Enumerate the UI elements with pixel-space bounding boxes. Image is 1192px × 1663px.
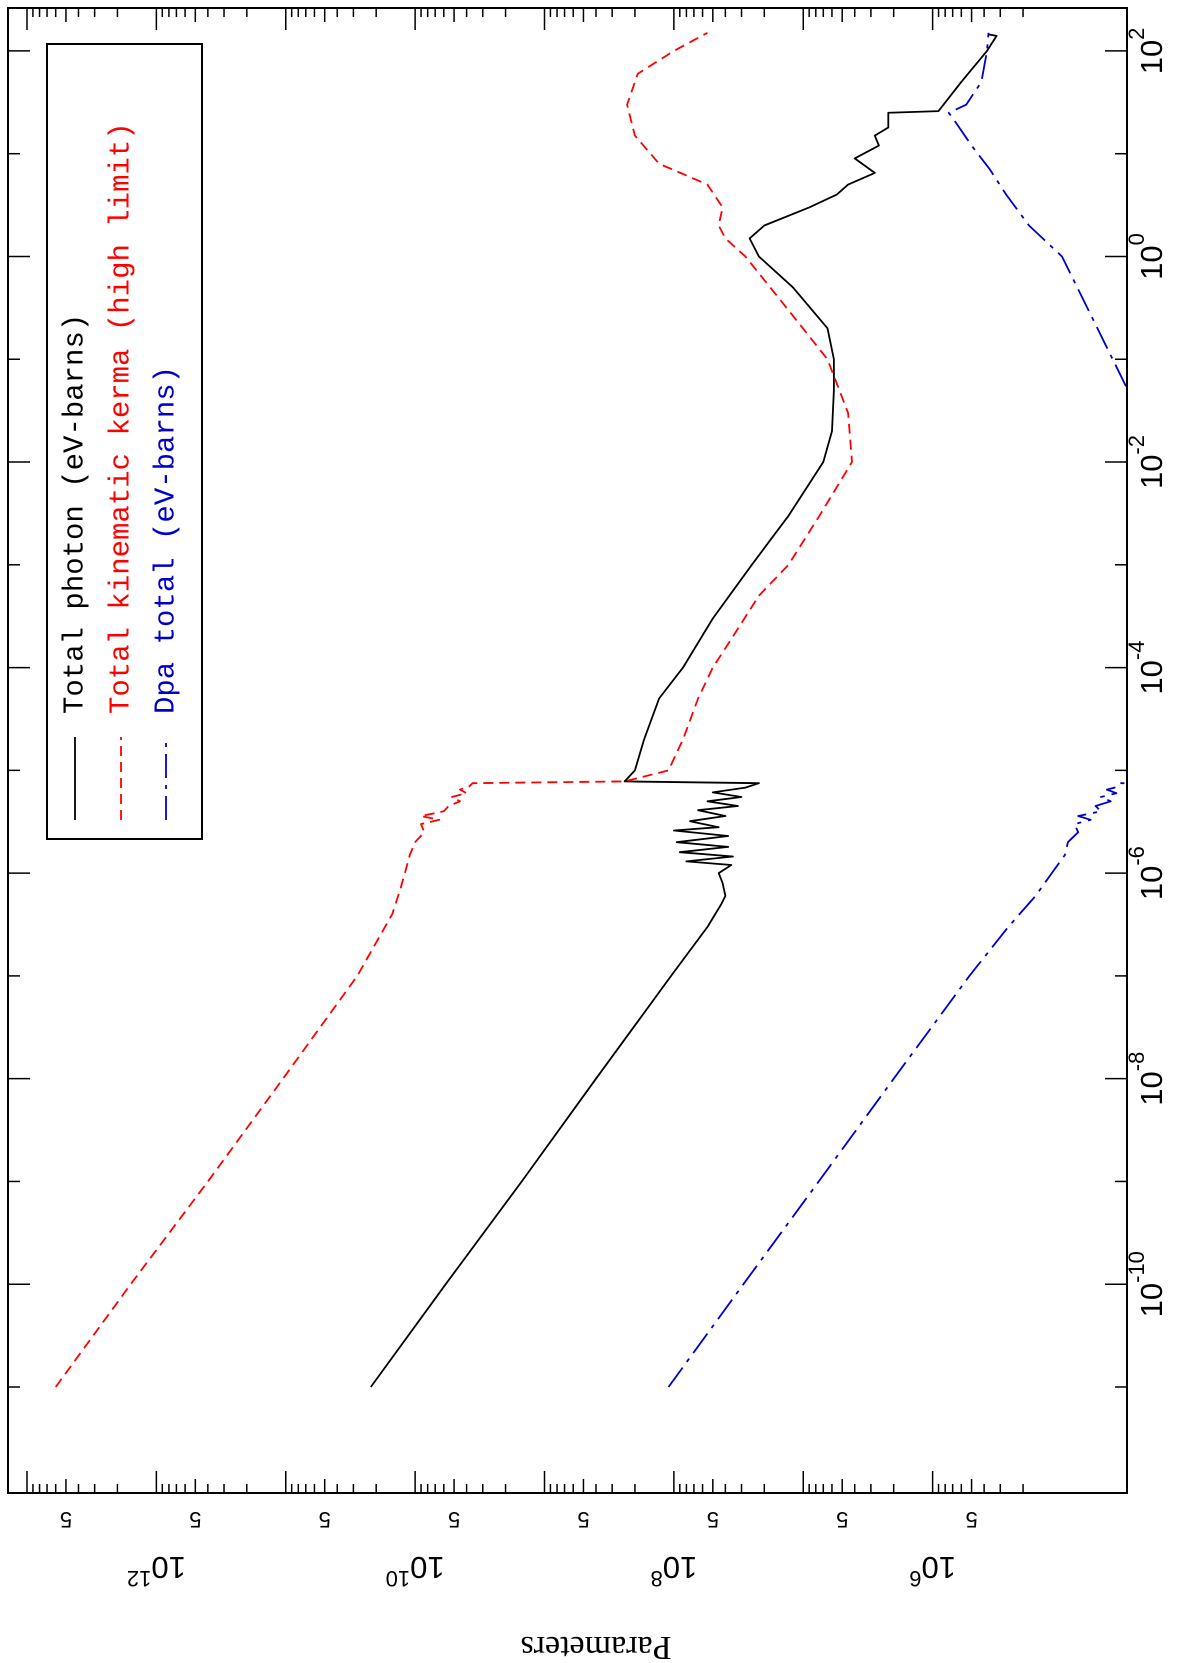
y-tick-label: 106 xyxy=(909,1550,956,1591)
svg-text:10-8: 10-8 xyxy=(1124,1052,1169,1106)
y-minor-label: 5 xyxy=(577,1507,589,1532)
svg-text:100: 100 xyxy=(1124,233,1169,280)
x-tick-label: 10-10 xyxy=(1124,1251,1169,1317)
y-minor-label: 5 xyxy=(448,1507,460,1532)
plot-area xyxy=(54,32,1127,1388)
series-line-0 xyxy=(370,33,998,1388)
axis-ticks xyxy=(8,8,1127,1493)
x-tick-label: 10-2 xyxy=(1124,435,1169,489)
svg-text:10-6: 10-6 xyxy=(1124,846,1169,900)
y-tick-label: 108 xyxy=(651,1550,698,1591)
y-minor-label: 5 xyxy=(60,1507,72,1532)
legend: Total photon (eV-barns) Total kinematic k… xyxy=(46,43,203,840)
svg-text:1012: 1012 xyxy=(127,1550,186,1591)
svg-text:10-2: 10-2 xyxy=(1124,435,1169,489)
legend-item-photon: Total photon (eV-barns) xyxy=(59,314,92,714)
svg-text:10-4: 10-4 xyxy=(1124,641,1169,695)
y-minor-label: 5 xyxy=(836,1507,848,1532)
series-line-2 xyxy=(667,32,1127,1388)
plot-frame xyxy=(7,7,1128,1494)
series-line-1 xyxy=(54,32,853,1388)
x-tick-label: 10-8 xyxy=(1124,1052,1169,1106)
legend-item-kerma: Total kinematic kerma (high limit) xyxy=(105,122,138,714)
legend-box xyxy=(46,43,203,840)
y-minor-label: 5 xyxy=(319,1507,331,1532)
svg-text:108: 108 xyxy=(651,1550,698,1591)
legend-item-dpa: Dpa total (eV-barns) xyxy=(150,366,183,714)
y-minor-label: 5 xyxy=(189,1507,201,1532)
x-tick-label: 10-6 xyxy=(1124,846,1169,900)
y-minor-label: 5 xyxy=(707,1507,719,1532)
y-axis-label: Parameters xyxy=(520,1629,671,1663)
svg-text:102: 102 xyxy=(1124,28,1169,75)
tick-labels: 10-10 10-8 10-6 10-4 10-2 100 102 106 108 1010 101… xyxy=(60,28,1170,1592)
y-minor-label: 5 xyxy=(965,1507,977,1532)
svg-text:1010: 1010 xyxy=(386,1550,445,1591)
x-tick-label: 102 xyxy=(1124,28,1169,75)
x-tick-label: 100 xyxy=(1124,233,1169,280)
x-tick-label: 10-4 xyxy=(1124,641,1169,695)
svg-text:106: 106 xyxy=(909,1550,956,1591)
y-tick-label: 1010 xyxy=(386,1550,445,1591)
svg-text:10-10: 10-10 xyxy=(1124,1251,1169,1317)
y-tick-label: 1012 xyxy=(127,1550,186,1591)
